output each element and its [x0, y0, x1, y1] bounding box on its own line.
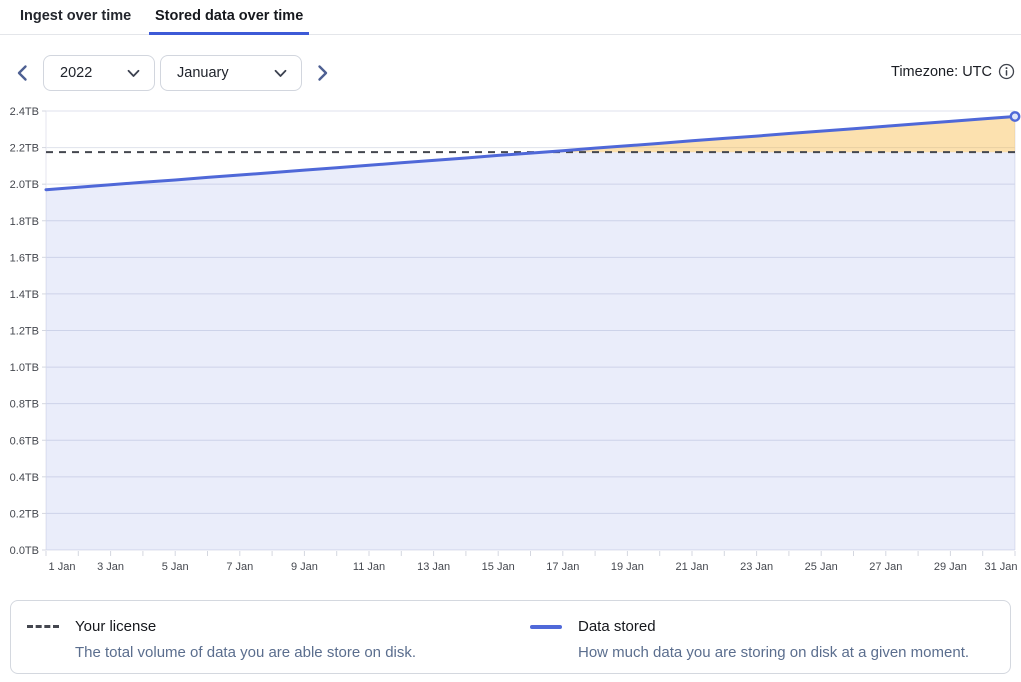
svg-text:2.2TB: 2.2TB: [10, 143, 39, 155]
svg-text:2.0TB: 2.0TB: [10, 179, 39, 191]
period-controls: 2022 January Timezone: UTC: [0, 55, 1021, 91]
svg-text:0.6TB: 0.6TB: [10, 435, 39, 447]
svg-text:1.8TB: 1.8TB: [10, 216, 39, 228]
year-select-value: 2022: [60, 65, 93, 81]
svg-text:0.2TB: 0.2TB: [10, 508, 39, 520]
chart-legend: Your license The total volume of data yo…: [10, 600, 1011, 674]
svg-text:25 Jan: 25 Jan: [805, 561, 838, 573]
chevron-down-icon: [127, 69, 140, 77]
svg-text:19 Jan: 19 Jan: [611, 561, 644, 573]
svg-text:1.0TB: 1.0TB: [10, 362, 39, 374]
year-select[interactable]: 2022: [43, 55, 155, 91]
svg-text:0.4TB: 0.4TB: [10, 472, 39, 484]
svg-text:0.0TB: 0.0TB: [10, 545, 39, 557]
timezone-indicator: Timezone: UTC: [891, 63, 1015, 80]
last-point-marker[interactable]: [1009, 111, 1021, 122]
svg-text:2.4TB: 2.4TB: [10, 106, 39, 118]
svg-text:7 Jan: 7 Jan: [226, 561, 253, 573]
svg-text:3 Jan: 3 Jan: [97, 561, 124, 573]
previous-period-button[interactable]: [12, 62, 34, 84]
gridlines: [45, 110, 1016, 551]
legend-description: The total volume of data you are able st…: [75, 644, 417, 661]
svg-text:1.6TB: 1.6TB: [10, 252, 39, 264]
legend-item-data-stored: Data stored How much data you are storin…: [530, 618, 969, 662]
svg-text:1.2TB: 1.2TB: [10, 326, 39, 338]
legend-item-your-license: Your license The total volume of data yo…: [27, 618, 416, 662]
tab-bar: Ingest over time Stored data over time: [0, 0, 1021, 35]
timezone-info-button[interactable]: [998, 63, 1015, 80]
chevron-right-icon: [318, 65, 328, 81]
info-icon: [998, 63, 1015, 80]
legend-title: Your license: [75, 618, 157, 635]
svg-text:13 Jan: 13 Jan: [417, 561, 450, 573]
svg-text:1.4TB: 1.4TB: [10, 289, 39, 301]
month-select[interactable]: January: [160, 55, 302, 91]
solid-line-swatch: [530, 625, 562, 629]
svg-text:27 Jan: 27 Jan: [869, 561, 902, 573]
next-period-button[interactable]: [311, 62, 333, 84]
svg-text:29 Jan: 29 Jan: [934, 561, 967, 573]
tab-stored-data-over-time[interactable]: Stored data over time: [149, 0, 310, 35]
axes: 0.0TB 0.2TB 0.4TB 0.6TB 0.8TB 1.0TB 1.2TB 1.4TB…: [10, 106, 1018, 573]
month-select-value: January: [177, 65, 229, 81]
svg-text:9 Jan: 9 Jan: [291, 561, 318, 573]
svg-text:21 Jan: 21 Jan: [675, 561, 708, 573]
legend-description: How much data you are storing on disk at…: [578, 644, 970, 661]
svg-text:15 Jan: 15 Jan: [482, 561, 515, 573]
legend-title: Data stored: [578, 618, 656, 635]
svg-text:0.8TB: 0.8TB: [10, 399, 39, 411]
svg-text:1 Jan: 1 Jan: [49, 561, 76, 573]
svg-text:17 Jan: 17 Jan: [546, 561, 579, 573]
tab-ingest-over-time[interactable]: Ingest over time: [20, 8, 132, 24]
chart-area: 0.0TB 0.2TB 0.4TB 0.6TB 0.8TB 1.0TB 1.2TB 1.4TB…: [0, 100, 1021, 582]
chevron-left-icon: [17, 65, 27, 81]
stored-data-chart[interactable]: 0.0TB 0.2TB 0.4TB 0.6TB 0.8TB 1.0TB 1.2TB 1.4TB…: [0, 100, 1021, 582]
chevron-down-icon: [274, 69, 287, 77]
dashed-line-swatch: [27, 625, 59, 628]
stored-area: [46, 152, 1015, 550]
svg-text:23 Jan: 23 Jan: [740, 561, 773, 573]
svg-text:11 Jan: 11 Jan: [353, 561, 385, 573]
data-stored-line: [44, 115, 1017, 192]
svg-text:31 Jan: 31 Jan: [984, 561, 1017, 573]
timezone-label: Timezone: UTC: [891, 63, 992, 80]
svg-text:5 Jan: 5 Jan: [162, 561, 189, 573]
